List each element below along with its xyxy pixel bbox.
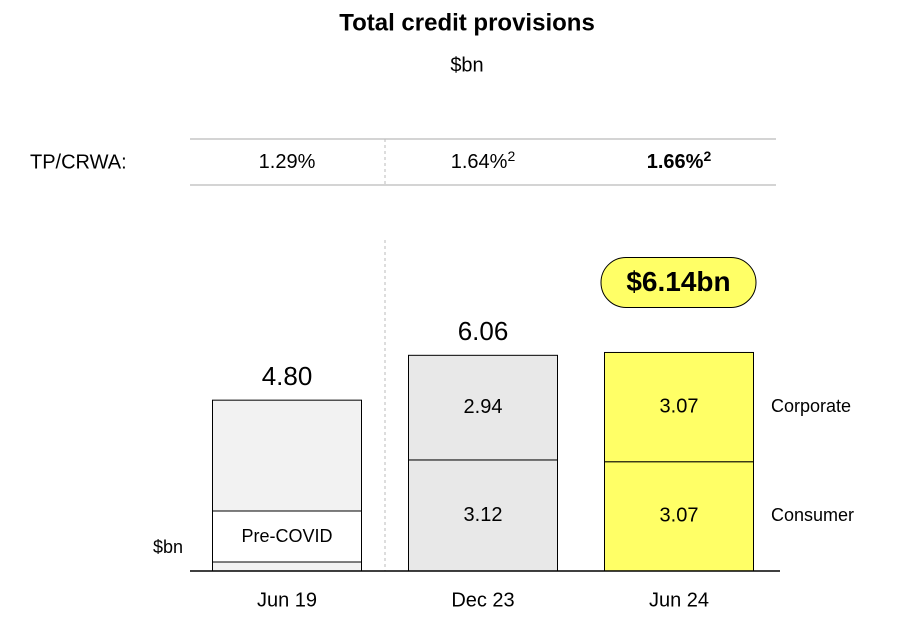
ratio-value-text: 1.29% [259,151,316,173]
ratio-value: 1.66%2 [647,148,712,174]
ratio-value-text: 1.64% [451,151,508,173]
ratio-value: 1.64%2 [451,148,516,174]
ratio-note: 2 [507,148,515,164]
total-label: 4.80 [262,361,313,391]
bar-segment [604,351,754,463]
x-tick-label: Dec 23 [451,589,514,611]
chart-title: Total credit provisions [339,9,595,36]
segment-label: 3.07 [660,505,699,527]
row-label: TP/CRWA: [30,151,127,173]
ratio-value-text: 1.66% [647,151,704,173]
bar-segment [408,459,558,572]
total-callout [600,256,757,308]
annotation: Pre-COVID [241,526,332,546]
segment-label: 3.07 [660,395,699,417]
segment-label: 2.94 [464,396,503,418]
total-label: $6.14bn [626,266,730,297]
annotation-box [212,510,362,563]
y-label: $bn [153,537,183,557]
legend-label: Consumer [771,505,854,525]
x-tick-label: Jun 24 [649,589,709,611]
legend-label: Corporate [771,396,851,416]
bar-segment [604,461,754,572]
ratio-value: 1.29% [259,151,316,173]
bar-segment [408,354,558,461]
total-label: 6.06 [458,316,509,346]
segment-label: 3.12 [464,504,503,526]
chart-subtitle: $bn [450,54,483,76]
ratio-note: 2 [703,148,711,164]
x-tick-label: Jun 19 [257,589,317,611]
